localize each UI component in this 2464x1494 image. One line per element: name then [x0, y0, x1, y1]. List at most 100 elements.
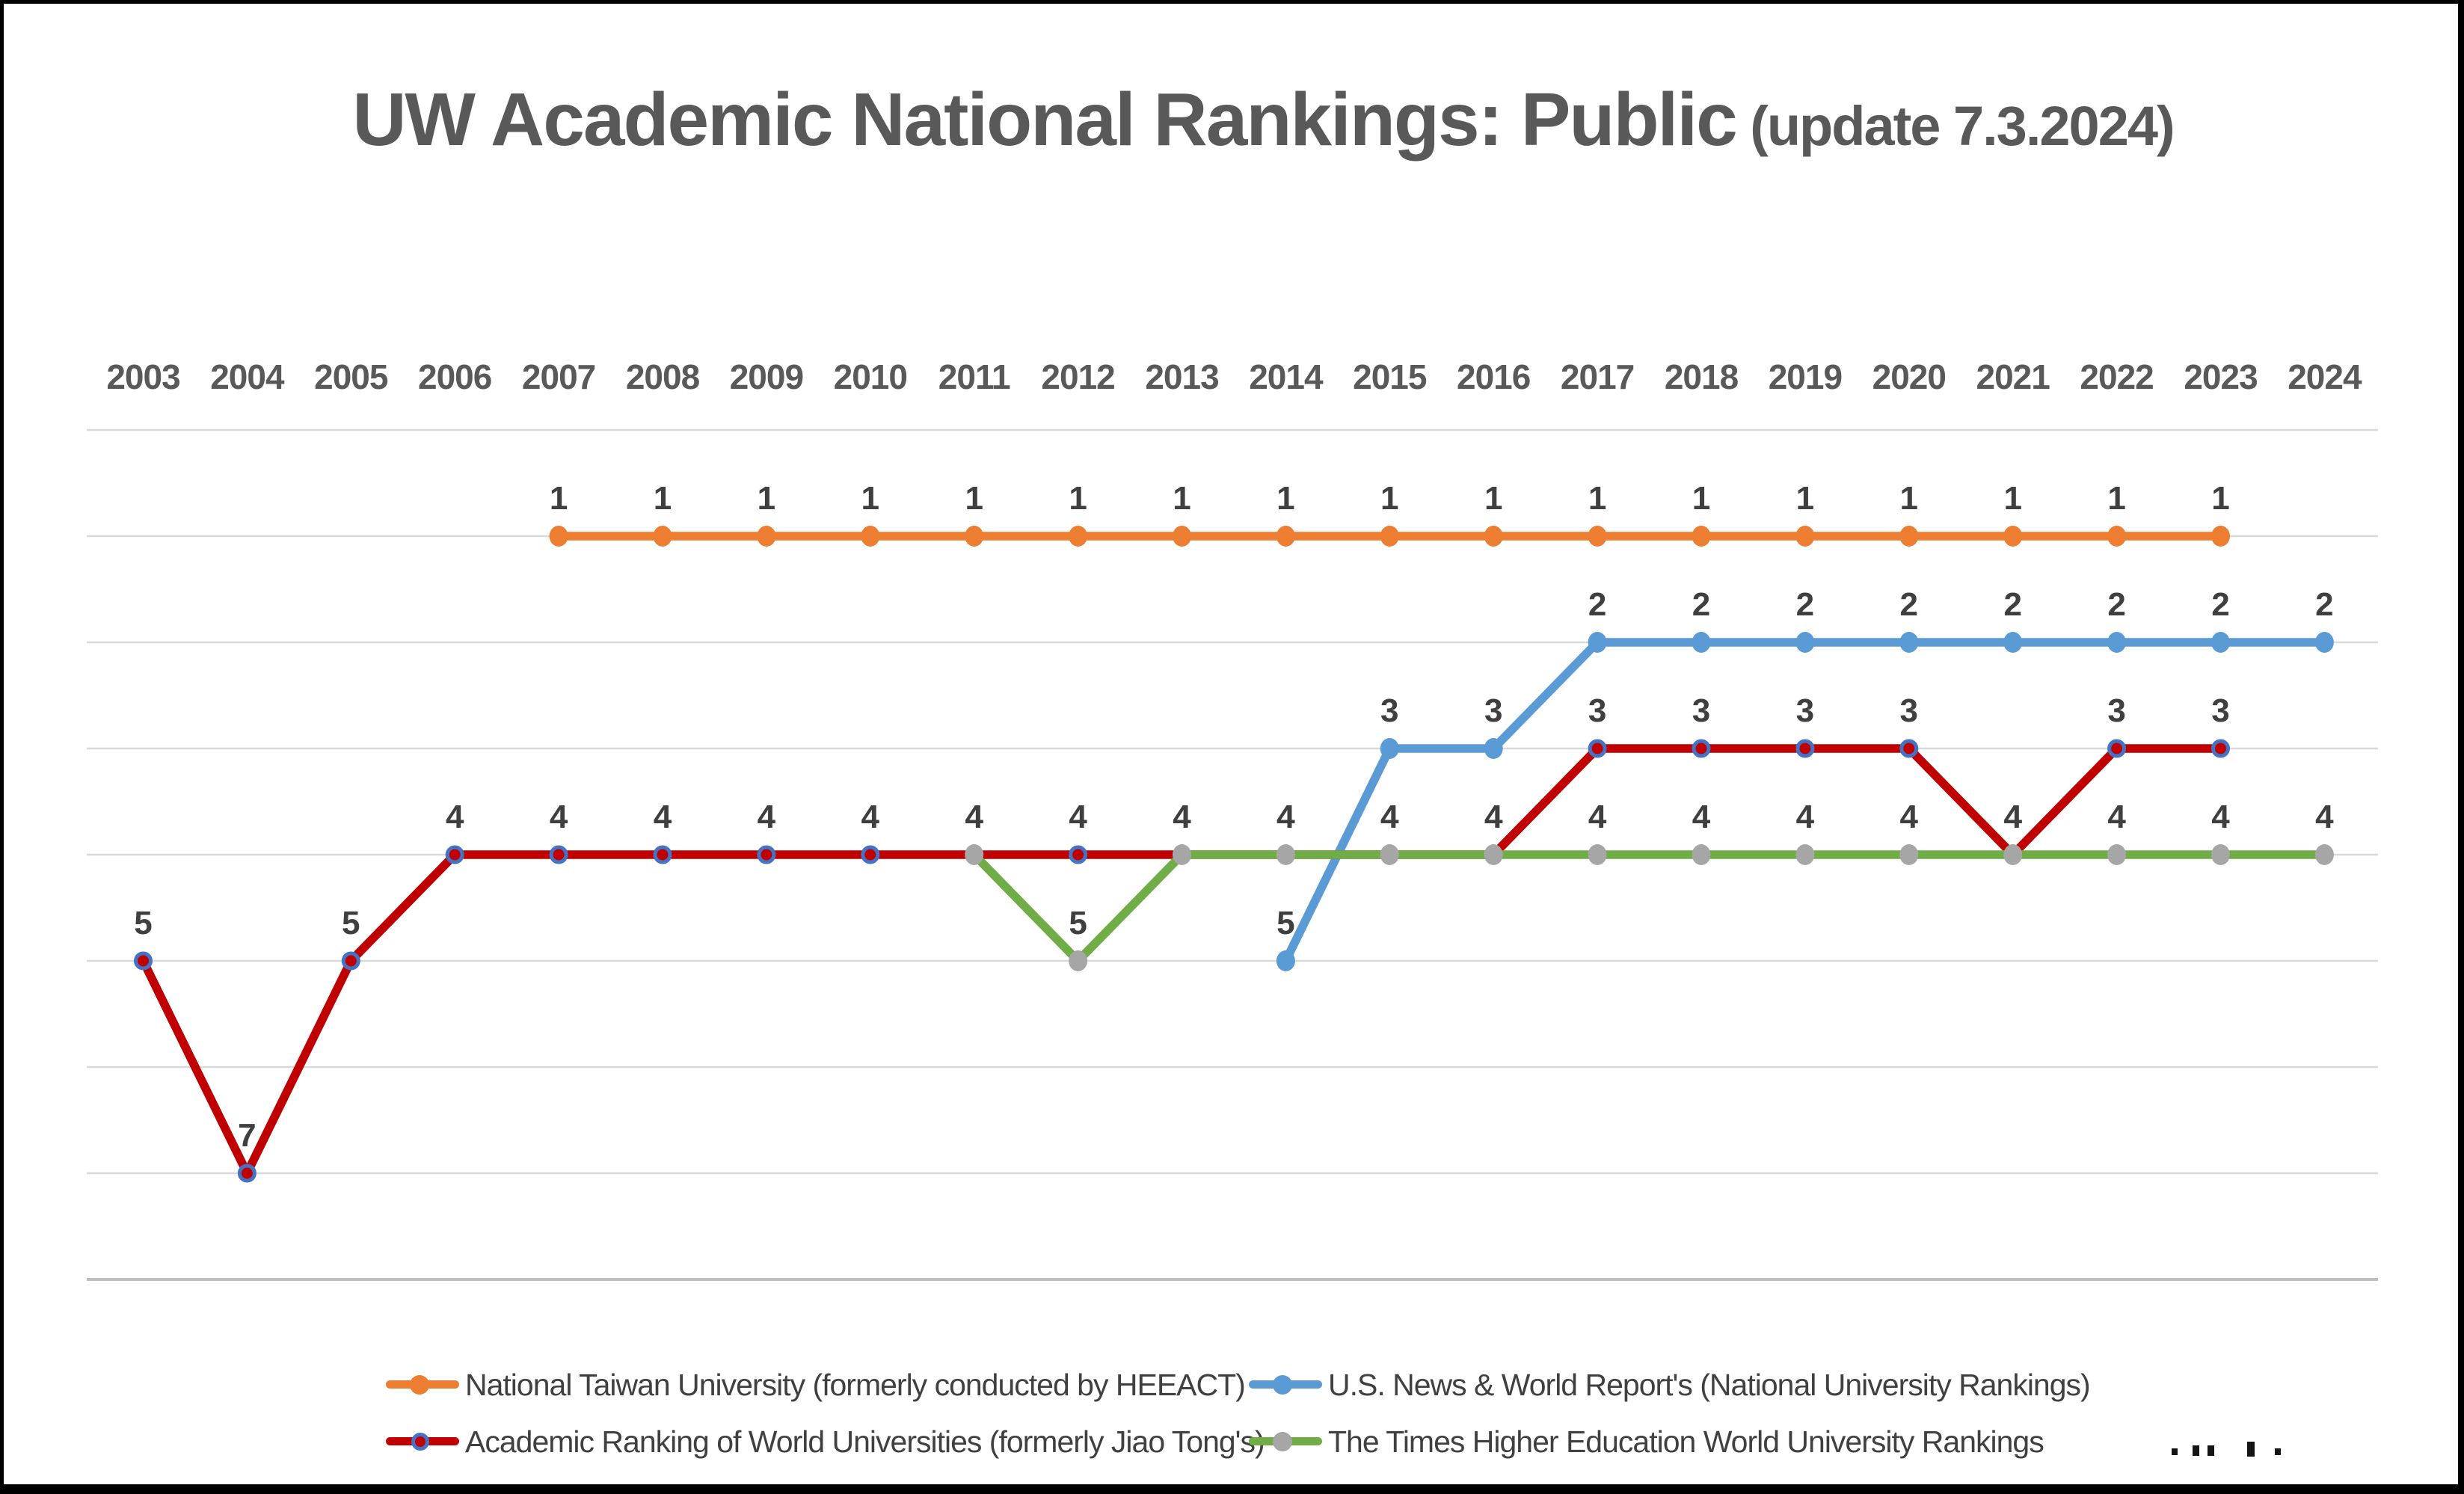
data-point-marker	[1795, 526, 1815, 547]
text-fragment	[2247, 1442, 2255, 1457]
series-us-news-world-report	[1276, 632, 2334, 971]
data-point-marker	[134, 951, 153, 971]
legend-label: National Taiwan University (formerly con…	[465, 1367, 1246, 1402]
data-point-marker	[1588, 739, 1607, 758]
data-point-marker	[861, 845, 880, 864]
data-label: 2	[1900, 586, 1918, 623]
chart-title-main: UW Academic National Rankings: Public	[352, 78, 1737, 162]
legend-swatch-red	[386, 1431, 459, 1452]
data-label: 1	[1069, 480, 1087, 517]
x-axis-label: 2012	[1041, 357, 1114, 396]
x-axis-label: 2015	[1353, 357, 1427, 396]
data-point-marker	[549, 526, 568, 547]
data-label: 4	[965, 799, 983, 835]
data-point-marker	[965, 526, 984, 547]
data-label: 4	[1276, 799, 1295, 835]
data-label: 7	[238, 1117, 256, 1154]
data-label: 4	[2107, 799, 2126, 835]
x-axis-label: 2020	[1872, 357, 1946, 396]
data-label: 3	[1484, 692, 1502, 729]
x-axis-label: 2004	[210, 357, 285, 396]
text-fragment	[2208, 1445, 2214, 1456]
data-label: 4	[1796, 799, 1815, 835]
data-label: 4	[2003, 799, 2022, 835]
data-label: 1	[1796, 480, 1814, 517]
legend-marker-icon	[1273, 1375, 1292, 1395]
data-label: 2	[1588, 586, 1606, 623]
data-point-marker	[1173, 844, 1191, 865]
data-point-marker	[1588, 526, 1607, 547]
data-label: 4	[965, 799, 983, 835]
data-point-marker	[1588, 844, 1607, 865]
data-point-marker	[445, 845, 464, 864]
data-point-marker	[2314, 632, 2334, 653]
data-point-marker	[653, 845, 672, 864]
data-point-marker	[1692, 526, 1711, 547]
data-point-marker	[2003, 632, 2023, 653]
x-axis-label: 2008	[626, 357, 700, 396]
data-label: 3	[1900, 692, 1918, 729]
chart-title: UW Academic National Rankings: Public (u…	[4, 77, 2458, 163]
data-point-marker	[1276, 526, 1295, 547]
data-point-marker	[1069, 845, 1088, 864]
data-label: 5	[1069, 905, 1087, 941]
data-point-marker	[2107, 844, 2127, 865]
data-label: 1	[654, 480, 672, 517]
data-label: 3	[1796, 692, 1814, 729]
data-point-marker	[1692, 739, 1711, 758]
data-label: 2	[1692, 586, 1710, 623]
data-label: 3	[2107, 692, 2125, 729]
data-point-marker	[965, 844, 984, 865]
data-point-marker	[1899, 526, 1919, 547]
data-point-marker	[2107, 739, 2127, 758]
legend-swatch-blue	[1249, 1374, 1322, 1395]
data-point-marker	[1795, 739, 1815, 758]
x-axis-label: 2013	[1145, 357, 1218, 396]
data-label: 4	[550, 799, 568, 835]
data-label: 4	[2211, 799, 2230, 835]
data-label: 4	[1380, 799, 1399, 835]
data-point-marker	[1588, 632, 1607, 653]
data-point-marker	[341, 951, 360, 971]
data-labels: 1 1 1 1 1 1 1 1 1 1 1 1 1 1 1 1 1 5 3 3 2 2 2 2 2 2 2 2 5 7 5 4 4 4 4 4 4 4 4 4…	[134, 480, 2334, 1154]
data-label: 4	[654, 799, 672, 835]
data-point-marker	[1484, 738, 1503, 759]
data-label: 4	[1692, 799, 1711, 835]
legend-swatch-green	[1249, 1431, 1322, 1452]
data-label: 1	[861, 480, 879, 517]
data-label: 3	[2211, 692, 2229, 729]
text-fragment	[2172, 1448, 2178, 1455]
text-fragment	[2193, 1445, 2199, 1456]
data-point-marker	[2107, 632, 2127, 653]
data-point-marker	[1069, 526, 1088, 547]
data-point-marker	[2211, 844, 2230, 865]
legend-marker-icon	[410, 1375, 429, 1395]
data-label: 2	[2211, 586, 2229, 623]
data-label: 4	[446, 799, 464, 835]
chart-title-update: (update 7.3.2024)	[1750, 95, 2175, 157]
x-axis-label: 2017	[1561, 357, 1634, 396]
data-label: 1	[1484, 480, 1502, 517]
data-point-marker	[237, 1163, 256, 1183]
chart-legend: National Taiwan University (formerly con…	[386, 1363, 2091, 1463]
x-axis-label: 2019	[1769, 357, 1842, 396]
data-point-marker	[1069, 950, 1088, 971]
data-label: 4	[1900, 799, 1919, 835]
data-label: 1	[758, 480, 775, 517]
data-point-marker	[1484, 844, 1503, 865]
x-axis-label: 2021	[1976, 357, 2050, 396]
data-label: 1	[1900, 480, 1918, 517]
data-label: 1	[2211, 480, 2229, 517]
data-point-marker	[1795, 632, 1815, 653]
data-point-marker	[2211, 526, 2230, 547]
data-label: 1	[2107, 480, 2125, 517]
data-label: 4	[2315, 799, 2334, 835]
legend-marker-icon	[411, 1433, 429, 1451]
data-label: 5	[134, 905, 152, 941]
x-axis-labels: 2003 2004 2005 2006 2007 2008 2009 2010 2011 2012…	[106, 357, 2363, 396]
x-axis-label: 2016	[1457, 357, 1530, 396]
data-point-marker	[1692, 632, 1711, 653]
text-fragment	[2275, 1448, 2281, 1455]
